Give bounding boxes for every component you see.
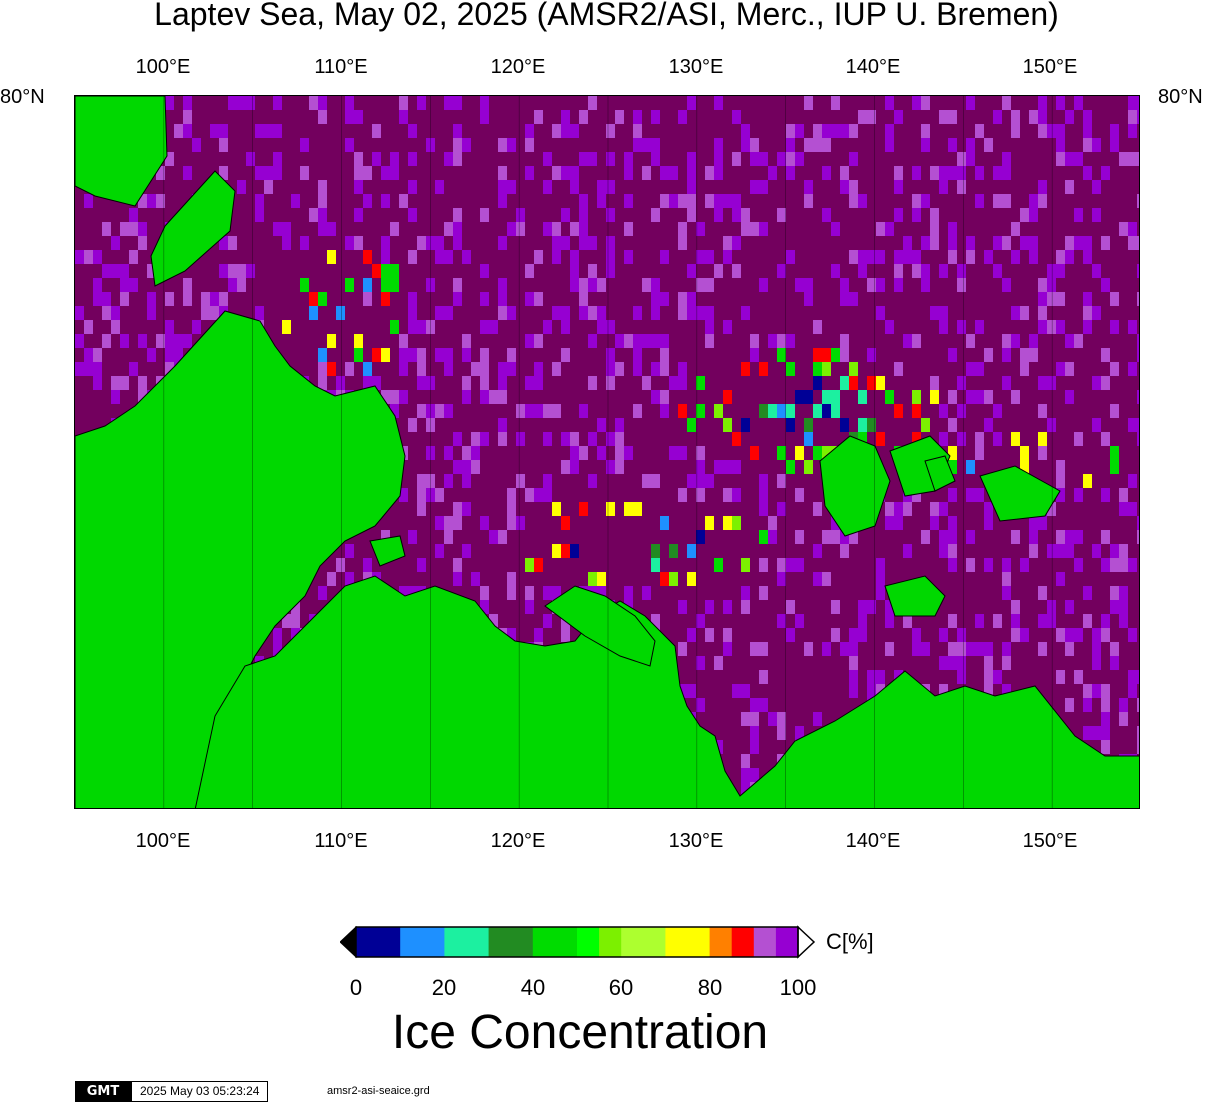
gmt-filename: amsr2-asi-seaice.grd xyxy=(327,1085,430,1097)
ice-concentration-map xyxy=(74,95,1140,809)
colorbar-tick-0: 0 xyxy=(349,975,363,1000)
colorbar xyxy=(339,925,820,964)
land-lena-delta xyxy=(544,585,656,667)
lon-label-top-140: 140°E xyxy=(845,56,901,78)
colorbar-unit: C[%] xyxy=(826,929,874,954)
lon-label-top-100: 100°E xyxy=(135,56,191,78)
land-small-island-1 xyxy=(924,455,956,492)
land-small-island-2 xyxy=(369,535,406,567)
lon-label-top-130: 130°E xyxy=(668,56,724,78)
land-kotelny xyxy=(819,435,891,537)
colorbar-cell xyxy=(753,927,777,957)
land-island-nw2 xyxy=(150,170,236,287)
land-bolshoy-lyakhovsky xyxy=(884,575,946,617)
colorbar-tick-60: 60 xyxy=(608,975,634,1000)
colorbar-cell xyxy=(731,927,755,957)
lat-label-left: 80°N xyxy=(0,86,45,108)
colorbar-max-triangle xyxy=(797,925,816,959)
colorbar-cell xyxy=(775,927,799,957)
colorbar-cell xyxy=(621,927,666,957)
colorbar-cell xyxy=(356,927,401,957)
lon-label-bottom-130: 130°E xyxy=(668,830,724,852)
colorbar-cell xyxy=(400,927,445,957)
lon-label-bottom-140: 140°E xyxy=(845,830,901,852)
land-new-siberia xyxy=(979,465,1061,522)
map-canvas xyxy=(75,96,1139,808)
lon-label-top-110: 110°E xyxy=(314,56,368,78)
gmt-logo: GMT xyxy=(75,1081,131,1102)
colorbar-cell xyxy=(665,927,711,957)
gmt-timestamp: 2025 May 03 05:23:24 xyxy=(131,1081,269,1102)
colorbar-title: Ice Concentration xyxy=(391,1006,769,1059)
map-title: Laptev Sea, May 02, 2025 (AMSR2/ASI, Mer… xyxy=(154,0,1059,32)
colorbar-cell xyxy=(488,927,534,957)
land-layer xyxy=(75,96,1139,808)
colorbar-cell xyxy=(599,927,622,957)
land-siberia xyxy=(194,575,1139,808)
lon-label-bottom-110: 110°E xyxy=(314,830,368,852)
colorbar-frame xyxy=(355,926,799,958)
graticule xyxy=(163,96,1053,808)
lon-label-bottom-100: 100°E xyxy=(135,830,191,852)
lon-label-bottom-150: 150°E xyxy=(1022,830,1078,852)
lat-label-right: 80°N xyxy=(1158,86,1203,108)
colorbar-cell xyxy=(532,927,578,957)
colorbar-tick-100: 100 xyxy=(779,975,817,1000)
lon-label-top-150: 150°E xyxy=(1022,56,1078,78)
colorbar-tick-80: 80 xyxy=(697,975,723,1000)
land-island-nw1 xyxy=(75,96,168,207)
colorbar-min-triangle xyxy=(339,925,357,959)
colorbar-tick-40: 40 xyxy=(520,975,546,1000)
colorbar-tick-20: 20 xyxy=(431,975,457,1000)
colorbar-svg xyxy=(339,925,816,959)
colorbar-cell xyxy=(709,927,733,957)
colorbar-cell xyxy=(444,927,490,957)
lon-label-top-120: 120°E xyxy=(490,56,546,78)
lon-label-bottom-120: 120°E xyxy=(490,830,546,852)
colorbar-cell xyxy=(577,927,600,957)
